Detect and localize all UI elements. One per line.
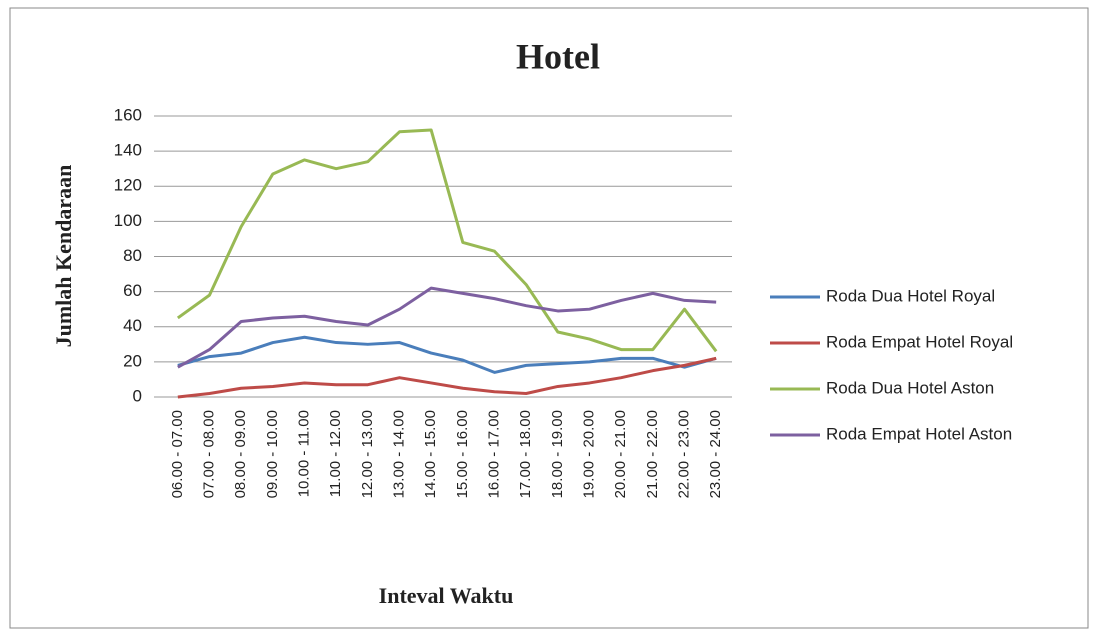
x-tick-label: 22.00 - 23.00 [675,410,692,498]
data-line [176,128,718,353]
x-tick-label: 07.00 - 08.00 [200,410,217,498]
y-axis-title: Jumlah Kendaraan [51,165,76,348]
x-tick-label: 17.00 - 18.00 [517,410,534,498]
x-tick-label: 11.00 - 12.00 [327,410,344,497]
x-axis-title: Inteval Waktu [379,583,514,608]
x-tick-label: 13.00 - 14.00 [390,410,407,498]
y-tick-label: 160 [114,105,142,124]
y-tick-label: 80 [123,246,142,265]
y-tick-label: 120 [114,176,142,195]
legend-label: Roda Empat Hotel Aston [826,424,1012,443]
x-tick-label: 15.00 - 16.00 [454,410,471,498]
x-tick-label: 19.00 - 20.00 [580,410,597,498]
data-line [177,356,717,399]
x-tick-label: 09.00 - 10.00 [264,410,281,498]
x-tick-label: 12.00 - 13.00 [359,410,376,498]
y-tick-label: 60 [123,281,142,300]
x-tick-label: 16.00 - 17.00 [485,410,502,498]
legend-label: Roda Dua Hotel Aston [826,378,994,397]
x-tick-label: 10.00 - 11.00 [295,410,312,497]
data-line [177,335,717,374]
x-tick-label: 23.00 - 24.00 [707,410,724,498]
data-line [177,286,717,369]
legend-label: Roda Empat Hotel Royal [826,332,1013,351]
chart-title: Hotel [516,36,600,76]
y-tick-label: 140 [114,141,142,160]
x-tick-label: 20.00 - 21.00 [612,410,629,498]
x-tick-label: 14.00 - 15.00 [422,410,439,498]
x-tick-label: 06.00 - 07.00 [169,410,186,498]
legend-label: Roda Dua Hotel Royal [826,286,995,305]
y-tick-label: 0 [133,386,142,405]
x-tick-label: 21.00 - 22.00 [644,410,661,498]
y-tick-label: 100 [114,211,142,230]
x-tick-label: 18.00 - 19.00 [549,410,566,498]
y-tick-label: 40 [123,316,142,335]
y-tick-label: 20 [123,351,142,370]
x-tick-label: 08.00 - 09.00 [232,410,249,498]
